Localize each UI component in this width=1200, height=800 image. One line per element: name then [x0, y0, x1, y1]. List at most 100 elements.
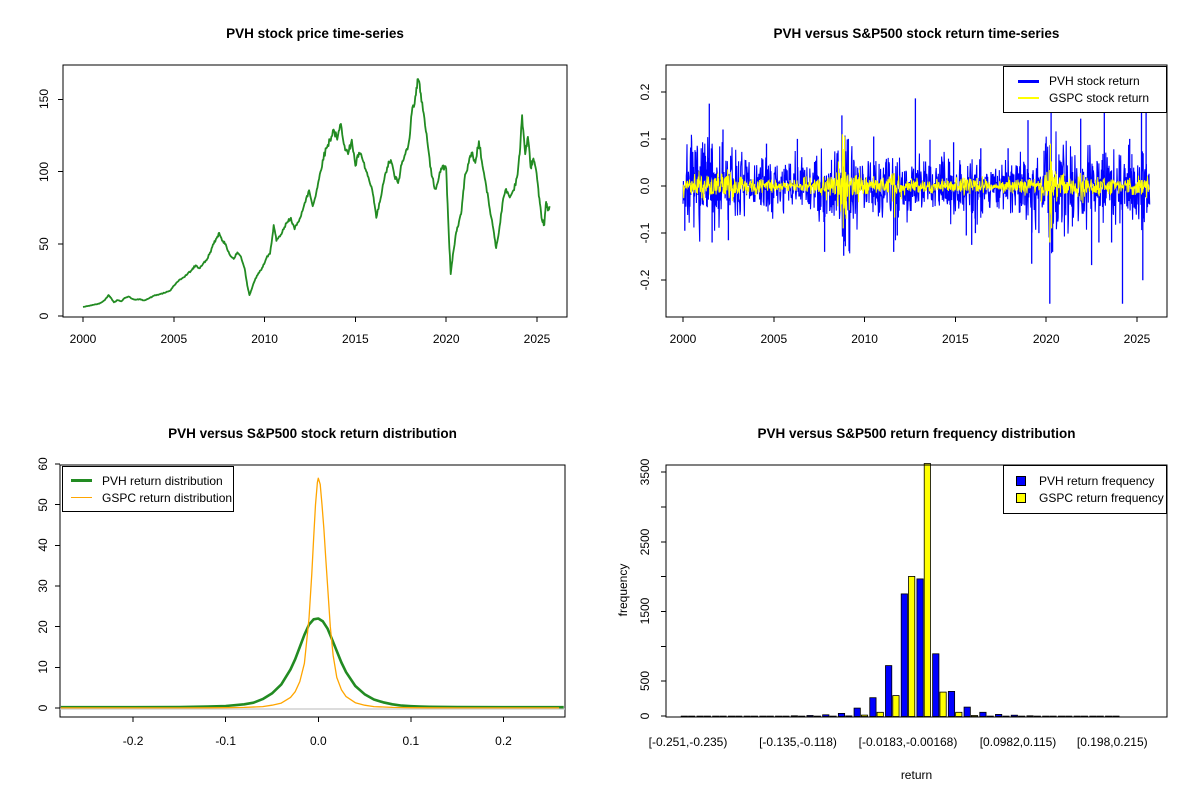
histogram-bar-pvh — [1010, 714, 1018, 717]
histogram-bar-gspc — [955, 711, 963, 717]
price-plot-box — [62, 64, 568, 318]
y-tick-label: 1500 — [638, 598, 652, 625]
x-tick-label: 2010 — [251, 332, 278, 346]
x-tick-label: [0.0982,0.115) — [979, 735, 1057, 749]
x-tick-label: 2015 — [342, 332, 369, 346]
x-tick-label: 2015 — [942, 332, 969, 346]
legend-label: GSPC stock return — [1049, 91, 1150, 105]
x-tick-label: [-0.251,-0.235) — [648, 735, 728, 749]
legend-label: GSPC return frequency — [1039, 491, 1164, 505]
y-tick-label: 0.1 — [638, 130, 652, 148]
x-tick-label: 2000 — [669, 332, 697, 346]
histogram-bar-pvh — [900, 593, 908, 717]
legend-row: GSPC return distribution — [63, 489, 233, 506]
gspc-frequency-box-swatch — [1016, 493, 1026, 503]
histogram-bar-gspc — [908, 576, 916, 717]
panel3-title: PVH versus S&P500 stock return distribut… — [168, 426, 457, 441]
x-tick-label: 2020 — [432, 332, 460, 346]
x-tick-label: 2000 — [69, 332, 97, 346]
y-tick-label: 3500 — [638, 458, 652, 486]
legend-row: PVH return frequency — [1004, 473, 1166, 490]
legend-row: GSPC stock return — [1004, 90, 1166, 107]
y-tick-label: 500 — [638, 671, 652, 692]
x-tick-label: 2025 — [523, 332, 551, 346]
y-tick-label: 0 — [37, 312, 51, 320]
y-tick-label: 150 — [37, 89, 51, 110]
x-tick-label: [-0.135,-0.118) — [759, 735, 837, 749]
legend-row: PVH stock return — [1004, 73, 1166, 90]
x-tick-label: 0.1 — [402, 734, 420, 748]
density-plot-box — [59, 464, 566, 718]
x-tick-label: 2005 — [160, 332, 188, 346]
pvh-frequency-box-swatch — [1016, 476, 1026, 486]
y-tick-label: 0 — [36, 704, 50, 712]
histogram-bar-pvh — [822, 714, 830, 717]
histogram-bar-pvh — [1026, 715, 1034, 717]
histogram-bar-gspc — [845, 715, 853, 717]
legend-label: GSPC return distribution — [102, 490, 233, 505]
x-tick-label: 2020 — [1032, 332, 1060, 346]
y-tick-label: 40 — [36, 538, 50, 553]
panel1-title: PVH stock price time-series — [226, 26, 404, 41]
histogram-bar-pvh — [947, 691, 956, 717]
histogram-bar-pvh — [869, 697, 877, 717]
pvh-return-line-swatch — [1018, 79, 1039, 83]
histogram-bar-pvh — [995, 714, 1003, 717]
y-tick-label: 30 — [36, 579, 50, 593]
y-tick-label: 0.0 — [638, 177, 652, 195]
legend-row: GSPC return frequency — [1004, 490, 1166, 507]
histogram-bar-pvh — [885, 665, 893, 717]
x-tick-label: 2010 — [851, 332, 878, 346]
gspc-density-line-swatch — [71, 496, 92, 499]
x-tick-label: 0.0 — [309, 734, 327, 748]
histogram-bar-gspc — [876, 711, 884, 717]
y-tick-label: -0.2 — [638, 269, 652, 291]
histogram-bar-pvh — [853, 707, 861, 717]
returns-legend: PVH stock return GSPC stock return — [1003, 66, 1167, 113]
gspc-density-curve — [60, 477, 560, 709]
histogram-bar-pvh — [790, 715, 798, 717]
gspc-return-line-swatch — [1018, 97, 1039, 99]
gspc-return-series-spikes — [841, 134, 1053, 243]
x-tick-label: 0.2 — [495, 734, 512, 748]
y-tick-label: 50 — [37, 237, 51, 251]
pvh-price-line — [82, 78, 551, 308]
histogram-bar-pvh — [837, 713, 846, 717]
pvh-density-line-swatch — [71, 479, 92, 482]
histogram-legend: PVH return frequency GSPC return frequen… — [1003, 465, 1167, 514]
panel2-title: PVH versus S&P500 stock return time-seri… — [773, 26, 1060, 41]
x-tick-label: -0.1 — [215, 734, 237, 748]
gspc-return-series — [682, 148, 1150, 219]
y-tick-label: 2500 — [638, 528, 652, 556]
histogram-bar-pvh — [916, 578, 924, 717]
pvh-density-curve — [60, 617, 564, 709]
histogram-bar-gspc — [939, 691, 947, 717]
x-tick-label: 2025 — [1123, 332, 1151, 346]
x-tick-label: 2005 — [760, 332, 788, 346]
histogram-bar-pvh — [806, 715, 814, 717]
returns-plot-box — [665, 64, 1168, 318]
y-tick-label: 20 — [36, 619, 50, 634]
histogram-bar-pvh — [932, 653, 940, 717]
histogram-bar-gspc — [970, 715, 979, 717]
pvh-return-series — [682, 131, 1151, 254]
x-tick-label: [0.198,0.215) — [1076, 735, 1148, 749]
histogram-bar-pvh — [963, 706, 971, 717]
y-tick-label: 0.2 — [638, 83, 652, 101]
density-legend: PVH return distribution GSPC return dist… — [62, 466, 234, 512]
y-tick-label: 10 — [36, 660, 50, 675]
histogram-bar-pvh — [979, 711, 987, 717]
histogram-ylabel: frequency — [616, 563, 630, 617]
x-tick-label: [-0.0183,-0.00168) — [858, 735, 958, 749]
y-tick-label: 60 — [36, 457, 50, 471]
y-tick-label: 50 — [36, 497, 50, 512]
legend-row: PVH return distribution — [63, 472, 233, 489]
histogram-bar-gspc — [860, 714, 869, 717]
x-tick-label: -0.2 — [122, 734, 144, 748]
histogram-bar-gspc — [923, 463, 931, 717]
y-tick-label: 100 — [37, 161, 51, 182]
y-tick-label: 0 — [638, 712, 652, 720]
legend-label: PVH return distribution — [102, 473, 223, 488]
